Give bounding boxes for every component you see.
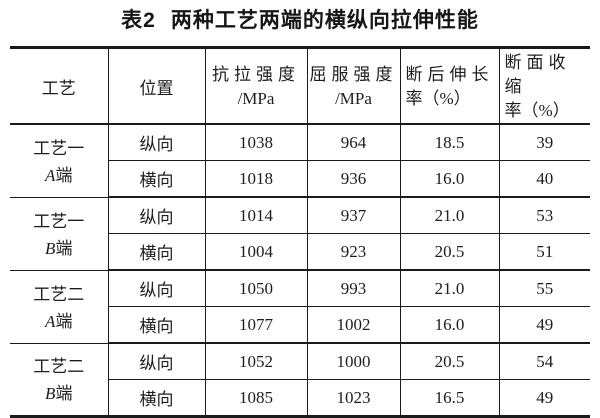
tensile-cell: 1018 bbox=[204, 160, 308, 198]
header-row: 工艺 位置 抗拉强度 /MPa 屈服强度 /MPa 断后伸长 率（%） 断面收缩… bbox=[10, 47, 590, 125]
process-end-letter: B bbox=[45, 238, 56, 258]
reduction-cell: 55 bbox=[498, 270, 590, 307]
col-header-tensile-strength: 抗拉强度 /MPa bbox=[204, 47, 308, 125]
process-end: A端 bbox=[10, 162, 107, 189]
tensile-cell: 1014 bbox=[204, 197, 308, 234]
col-header-position: 位置 bbox=[107, 47, 206, 125]
process-name: 工艺二 bbox=[33, 357, 85, 377]
process-cell-p1-a: 工艺一 A端 bbox=[10, 124, 109, 198]
col-header-tensile-strength-line1: 抗拉强度 bbox=[212, 65, 300, 84]
elongation-cell: 21.0 bbox=[399, 270, 500, 307]
position-cell: 纵向 bbox=[107, 270, 206, 307]
process-end-letter: A bbox=[45, 311, 56, 331]
tensile-cell: 1052 bbox=[204, 343, 308, 380]
position-cell: 纵向 bbox=[107, 343, 206, 380]
yield-cell: 1002 bbox=[306, 306, 401, 344]
elongation-cell: 20.5 bbox=[399, 343, 500, 380]
yield-cell: 993 bbox=[306, 270, 401, 307]
col-header-yield-strength-line1: 屈服强度 bbox=[309, 65, 398, 84]
table-caption-title: 两种工艺两端的横纵向拉伸性能 bbox=[170, 9, 479, 32]
col-header-elongation-line1: 断后伸长 bbox=[405, 65, 494, 84]
reduction-cell: 49 bbox=[498, 306, 590, 344]
reduction-cell: 53 bbox=[498, 197, 590, 234]
position-cell: 横向 bbox=[107, 233, 206, 271]
table-row: 横向 1004 923 20.5 51 bbox=[10, 233, 590, 271]
col-header-yield-strength-line2: /MPa bbox=[335, 89, 372, 108]
table-row: 横向 1077 1002 16.0 49 bbox=[10, 306, 590, 344]
table-row: 横向 1018 936 16.0 40 bbox=[10, 160, 590, 198]
col-header-reduction-line2: 率（%） bbox=[504, 101, 570, 120]
process-end: B端 bbox=[10, 380, 107, 407]
position-cell: 纵向 bbox=[107, 197, 206, 234]
table-row: 工艺一 A端 纵向 1038 964 18.5 39 bbox=[10, 124, 590, 198]
position-cell: 纵向 bbox=[107, 124, 206, 161]
yield-cell: 937 bbox=[306, 197, 401, 234]
position-cell: 横向 bbox=[107, 160, 206, 198]
table-caption-number: 表2 bbox=[121, 9, 156, 32]
process-end-suffix: 端 bbox=[55, 238, 73, 258]
table-caption: 表2 两种工艺两端的横纵向拉伸性能 bbox=[0, 7, 600, 35]
yield-cell: 936 bbox=[306, 160, 401, 198]
col-header-yield-strength: 屈服强度 /MPa bbox=[306, 47, 401, 125]
process-cell-p2-b: 工艺二 B端 bbox=[10, 343, 109, 417]
process-end-suffix: 端 bbox=[55, 384, 73, 404]
process-end: B端 bbox=[10, 235, 107, 262]
table-row: 工艺二 A端 纵向 1050 993 21.0 55 bbox=[10, 270, 590, 344]
elongation-cell: 18.5 bbox=[399, 124, 500, 161]
yield-cell: 964 bbox=[306, 124, 401, 161]
process-end-letter: B bbox=[45, 384, 56, 404]
elongation-cell: 16.0 bbox=[399, 306, 500, 344]
reduction-cell: 39 bbox=[498, 124, 590, 161]
yield-cell: 1000 bbox=[306, 343, 401, 380]
process-end-suffix: 端 bbox=[55, 165, 73, 185]
col-header-reduction: 断面收缩 率（%） bbox=[498, 47, 590, 125]
elongation-cell: 16.0 bbox=[399, 160, 500, 198]
col-header-tensile-strength-line2: /MPa bbox=[237, 89, 275, 108]
col-header-process: 工艺 bbox=[10, 47, 109, 125]
process-name: 工艺二 bbox=[33, 284, 85, 304]
process-end-suffix: 端 bbox=[55, 311, 73, 331]
col-header-elongation: 断后伸长 率（%） bbox=[399, 47, 500, 125]
position-cell: 横向 bbox=[107, 306, 206, 344]
tensile-cell: 1077 bbox=[204, 306, 308, 344]
page: 表2 两种工艺两端的横纵向拉伸性能 工艺 位置 抗拉强度 /MPa 屈服强度 /M… bbox=[0, 7, 600, 418]
elongation-cell: 20.5 bbox=[399, 233, 500, 271]
yield-cell: 923 bbox=[306, 233, 401, 271]
table-row: 工艺二 B端 纵向 1052 1000 20.5 54 bbox=[10, 343, 590, 417]
process-name: 工艺一 bbox=[33, 211, 85, 231]
col-header-elongation-line2: 率（%） bbox=[405, 89, 471, 108]
process-name: 工艺一 bbox=[33, 138, 85, 158]
reduction-cell: 40 bbox=[498, 160, 590, 198]
reduction-cell: 51 bbox=[498, 233, 590, 271]
tensile-cell: 1004 bbox=[204, 233, 308, 271]
tensile-properties-table: 工艺 位置 抗拉强度 /MPa 屈服强度 /MPa 断后伸长 率（%） 断面收缩… bbox=[10, 46, 590, 418]
process-cell-p2-a: 工艺二 A端 bbox=[10, 270, 109, 344]
reduction-cell: 54 bbox=[498, 343, 590, 380]
process-end: A端 bbox=[10, 308, 107, 335]
tensile-cell: 1050 bbox=[204, 270, 308, 307]
table-row: 工艺一 B端 纵向 1014 937 21.0 53 bbox=[10, 197, 590, 271]
process-cell-p1-b: 工艺一 B端 bbox=[10, 197, 109, 271]
tensile-cell: 1038 bbox=[204, 124, 308, 161]
elongation-cell: 21.0 bbox=[399, 197, 500, 234]
col-header-reduction-line1: 断面收缩 bbox=[504, 53, 571, 96]
process-end-letter: A bbox=[45, 165, 56, 185]
